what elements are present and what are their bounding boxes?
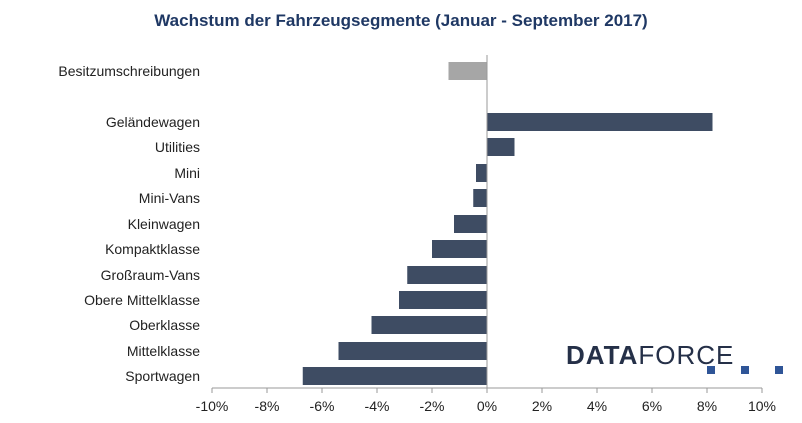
- bar-12: [302, 367, 487, 385]
- bar-4: [476, 164, 487, 182]
- x-tick-label: -10%: [196, 398, 229, 414]
- bar-11: [338, 342, 487, 360]
- category-label: Mittelklasse: [127, 343, 200, 359]
- chart-title: Wachstum der Fahrzeugsegmente (Januar - …: [154, 11, 647, 30]
- category-label: Kompaktklasse: [105, 241, 200, 257]
- category-label: Obere Mittelklasse: [84, 292, 200, 308]
- x-tick-label: -6%: [310, 398, 335, 414]
- bar-5: [473, 189, 487, 207]
- x-tick-label: 4%: [587, 398, 607, 414]
- x-tick-label: -4%: [365, 398, 390, 414]
- category-label: Mini: [174, 165, 200, 181]
- bar-3: [487, 138, 515, 156]
- bar-9: [399, 291, 487, 309]
- bar-10: [371, 316, 487, 334]
- category-label: Besitzumschreibungen: [58, 63, 200, 79]
- category-label: Kleinwagen: [128, 216, 200, 232]
- category-label: Sportwagen: [125, 368, 200, 384]
- category-label: Oberklasse: [129, 317, 200, 333]
- logo-dot: [741, 366, 749, 374]
- category-label: Großraum-Vans: [101, 267, 200, 283]
- category-label: Utilities: [155, 139, 200, 155]
- x-tick-label: -2%: [420, 398, 445, 414]
- x-tick-label: 8%: [697, 398, 717, 414]
- logo-dot: [775, 366, 783, 374]
- category-label: Geländewagen: [106, 114, 200, 130]
- bar-2: [487, 113, 713, 131]
- bar-1: [448, 62, 487, 80]
- x-axis: -10% -8% -6% -4% -2% 0% 2% 4% 6% 8% 10%: [196, 387, 776, 414]
- x-tick-label: 2%: [532, 398, 552, 414]
- x-tick-label: -8%: [255, 398, 280, 414]
- category-label: Mini-Vans: [139, 190, 200, 206]
- bar-7: [432, 240, 487, 258]
- bars-group: [302, 62, 713, 385]
- logo-text-bold: DATA: [566, 340, 638, 370]
- logo-dot: [707, 366, 715, 374]
- category-labels: Besitzumschreibungen Geländewagen Utilitie…: [58, 63, 200, 384]
- svg-text:DATAFORCE: DATAFORCE: [566, 340, 734, 370]
- x-tick-label: 10%: [748, 398, 776, 414]
- bar-8: [407, 266, 487, 284]
- logo-text-light: FORCE: [638, 340, 734, 370]
- x-tick-label: 6%: [642, 398, 662, 414]
- x-tick-label: 0%: [477, 398, 497, 414]
- bar-6: [454, 215, 487, 233]
- dataforce-logo: DATAFORCE: [566, 340, 783, 374]
